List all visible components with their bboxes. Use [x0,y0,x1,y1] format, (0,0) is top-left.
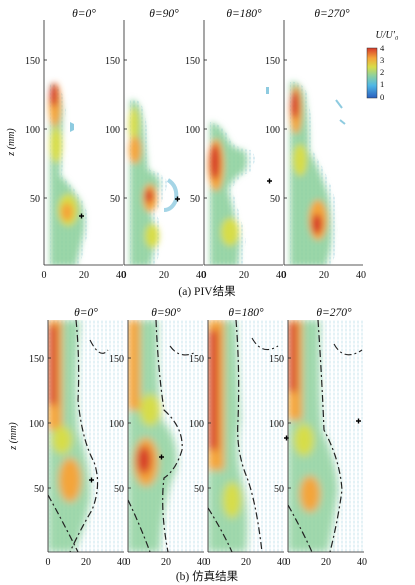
svg-text:0: 0 [286,557,291,568]
svg-text:150: 150 [25,56,40,67]
piv-field-theta-270 [290,81,346,265]
title-b-theta-180: θ=180° [228,307,264,319]
svg-text:40: 40 [197,557,207,568]
svg-text:150: 150 [265,56,280,67]
sim-marker-theta-90 [159,454,164,460]
caption-a: (a) PIV结果 [178,285,236,298]
svg-text:150: 150 [29,354,44,365]
svg-text:20: 20 [81,557,91,568]
svg-text:20: 20 [241,557,251,568]
ylabel-b: z (mm) [8,422,19,451]
colorbar-tick-0: 0 [380,92,384,102]
ytick-labels-b: 50 100 150 50 100 150 50 100 150 50 100 150 [29,354,284,495]
svg-text:150: 150 [189,354,204,365]
svg-text:40: 40 [196,270,206,281]
svg-text:100: 100 [265,125,280,136]
svg-text:100: 100 [189,419,204,430]
piv-field-theta-180 [208,87,269,265]
xtick-labels-b: 0 20 40 0 20 40 0 20 40 0 20 40 [46,557,368,568]
colorbar: U/U′₀ 4 3 2 1 0 [366,30,399,102]
piv-field-theta-90 [129,99,179,265]
sim-marker-theta-0 [89,477,94,483]
svg-text:150: 150 [105,56,120,67]
svg-text:20: 20 [319,270,329,281]
svg-text:40: 40 [277,557,287,568]
svg-text:0: 0 [282,270,287,281]
sim-field-theta-90 [128,320,204,552]
svg-text:150: 150 [185,56,200,67]
title-b-theta-0: θ=0° [74,307,98,319]
svg-text:150: 150 [109,354,124,365]
svg-text:150: 150 [269,354,284,365]
svg-text:100: 100 [105,125,120,136]
svg-text:40: 40 [117,557,127,568]
svg-text:20: 20 [321,557,331,568]
colorbar-tick-2: 2 [380,67,384,77]
svg-text:50: 50 [110,194,120,205]
svg-text:0: 0 [206,557,211,568]
svg-text:20: 20 [79,270,89,281]
title-b-theta-90: θ=90° [151,307,181,319]
sim-field-theta-0 [48,320,124,552]
svg-text:40: 40 [356,270,366,281]
svg-text:20: 20 [159,270,169,281]
svg-text:50: 50 [274,484,284,495]
svg-text:50: 50 [34,484,44,495]
axes-b [47,320,364,553]
caption-b: (b) 仿真结果 [176,569,239,583]
xtick-labels-a: 0 20 40 0 20 40 0 20 40 0 20 40 [42,270,367,281]
svg-text:50: 50 [270,194,280,205]
title-a-theta-270: θ=270° [314,8,350,20]
piv-marker-theta-0 [79,213,84,219]
sim-field-theta-180 [208,320,284,552]
sim-field-theta-270 [288,320,364,552]
axes-a [43,20,363,266]
svg-text:50: 50 [194,484,204,495]
sim-marker-theta-270 [356,418,361,424]
svg-text:0: 0 [42,270,47,281]
piv-marker-theta-90 [175,196,180,202]
svg-text:40: 40 [357,557,367,568]
svg-text:100: 100 [269,419,284,430]
title-b-theta-270: θ=270° [316,307,352,319]
colorbar-tick-3: 3 [380,55,384,65]
colorbar-label: U/U′₀ [376,30,399,41]
ytick-labels-a: 50 100 150 50 100 150 50 100 150 50 100 150 [25,56,280,205]
piv-field-theta-0 [49,83,89,265]
svg-text:100: 100 [29,419,44,430]
svg-text:0: 0 [122,270,127,281]
svg-text:50: 50 [114,484,124,495]
svg-text:50: 50 [30,194,40,205]
ylabel-a: z (mm) [6,128,17,157]
svg-text:0: 0 [126,557,131,568]
svg-text:0: 0 [202,270,207,281]
svg-text:100: 100 [109,419,124,430]
colorbar-tick-4: 4 [380,43,385,53]
svg-text:20: 20 [161,557,171,568]
svg-text:20: 20 [239,270,249,281]
piv-marker-theta-180 [267,178,272,184]
title-a-theta-180: θ=180° [226,8,262,20]
svg-text:0: 0 [46,557,51,568]
colorbar-tick-1: 1 [380,79,384,89]
svg-text:50: 50 [190,194,200,205]
title-a-theta-90: θ=90° [149,8,179,20]
title-a-theta-0: θ=0° [72,8,96,20]
svg-text:100: 100 [25,125,40,136]
svg-text:40: 40 [116,270,126,281]
svg-text:100: 100 [185,125,200,136]
svg-text:40: 40 [276,270,286,281]
